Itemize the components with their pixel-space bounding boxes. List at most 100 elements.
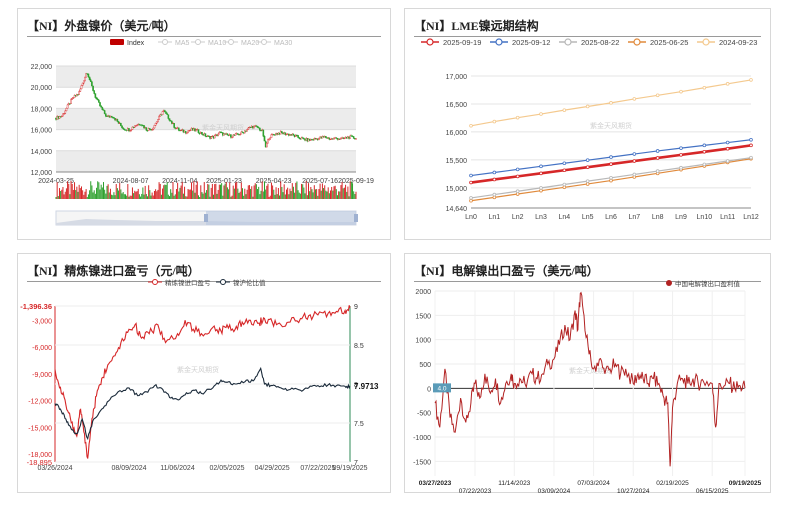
volume-bar [82, 190, 84, 199]
data-point [655, 169, 660, 173]
volume-bar [283, 184, 285, 199]
volume-bar [314, 189, 316, 199]
x-tick-label-bottom: 10/27/2024 [617, 488, 650, 495]
candle-body [197, 129, 200, 133]
electrolytic-nickel-export-panel: 【NI】电解镍出口盈亏（美元/吨） 中国电解镍出口盈利值 -1500 -1000 -5… [404, 253, 771, 495]
volume-bar [60, 191, 62, 199]
candle-body [168, 118, 171, 121]
volume-bar [153, 190, 155, 199]
candle-body [187, 130, 189, 133]
panel-title: 【NI】LME镍远期结构 [414, 19, 539, 33]
x-tick-label: Ln3 [535, 214, 547, 221]
grid-band [56, 150, 356, 172]
volume-bar [157, 189, 159, 199]
legend-label-ma10: MA10 [208, 40, 226, 47]
volume-bar [107, 184, 109, 199]
volume-bar [216, 193, 218, 199]
volume-bar [320, 190, 322, 199]
volume-bar [121, 193, 123, 199]
nickel-foreign-price-panel: 【NI】外盘镍价（美元/吨） Index MA5 MA10 MA20 MA30 12,00… [17, 8, 391, 240]
volume-bar [155, 189, 157, 199]
volume-bar [306, 195, 308, 199]
volume-bar [221, 183, 223, 199]
candle-body [128, 128, 130, 132]
volume-bar [150, 195, 152, 199]
data-point [655, 156, 660, 160]
candle-body [173, 123, 175, 128]
candle-body [210, 136, 213, 139]
right-tick-label: 8 [354, 382, 358, 389]
candle-body [94, 93, 97, 98]
volume-bar [214, 184, 216, 199]
volume-bar [355, 191, 357, 199]
volume-bar [118, 190, 120, 199]
volume-bar [102, 182, 104, 199]
candle-body [204, 133, 207, 137]
volume-bar [305, 181, 307, 199]
volume-bar [79, 188, 81, 199]
legend-label-ma5: MA5 [175, 40, 190, 47]
candle-body [167, 114, 170, 119]
volume-bar [106, 185, 108, 199]
volume-bar [134, 190, 136, 199]
volume-bar [175, 189, 177, 199]
volume-bar [218, 184, 220, 199]
volume-bar [224, 183, 226, 199]
x-tick-label-top: 11/14/2023 [498, 480, 530, 487]
y-tick-label: 0 [427, 386, 431, 393]
y-tick-label: 14,640 [446, 206, 468, 213]
current-value-label: 7.9713 [354, 382, 379, 391]
left-tick-label: -1,396.36 [20, 302, 52, 311]
data-point [562, 168, 567, 173]
left-tick-label: -18,895 [27, 458, 52, 467]
volume-bar [248, 185, 250, 199]
volume-bar [232, 185, 234, 199]
volume-bar [130, 195, 132, 199]
data-point [492, 195, 497, 200]
candle-body [130, 129, 133, 131]
candle-body [297, 135, 299, 138]
legend-label-index: Index [127, 40, 145, 47]
volume-bar [85, 189, 87, 199]
legend-label-2025-08-22: 2025-08-22 [581, 38, 619, 47]
candle-body [72, 97, 75, 99]
candle-body [237, 133, 239, 135]
volume-bar [83, 194, 85, 199]
right-tick-label: 7 [354, 460, 358, 467]
candle-body [121, 125, 123, 128]
volume-bar [145, 194, 147, 199]
candle-body [143, 125, 145, 129]
grid-band [56, 66, 356, 88]
candle-body [99, 102, 101, 107]
volume-bar [186, 196, 188, 199]
candle-body [253, 125, 255, 129]
x-tick-label: 2025-04-23 [256, 178, 292, 185]
x-tick-label: Ln2 [512, 214, 524, 221]
candle-body [93, 90, 96, 94]
volume-bar [203, 182, 205, 199]
legend-swatch-index [110, 39, 124, 45]
volume-bar [231, 195, 233, 199]
candle-body [218, 131, 221, 135]
candle-body [114, 118, 116, 121]
volume-bar [91, 185, 93, 199]
volume-bar [178, 191, 180, 199]
current-value-label: 4.0 [437, 385, 446, 392]
volume-bar [341, 181, 343, 199]
volume-bar [279, 195, 281, 199]
data-point [562, 161, 567, 166]
volume-bar [172, 182, 174, 199]
data-point [609, 178, 613, 183]
candle-body [116, 119, 119, 122]
x-tick-label: Ln10 [697, 214, 713, 221]
x-tick-label: Ln0 [465, 214, 477, 221]
x-tick-label: Ln1 [488, 214, 500, 221]
volume-bar [316, 189, 318, 199]
legend-marker-ma5 [162, 39, 168, 45]
legend-marker-2025-06-25 [633, 38, 641, 46]
candle-body [349, 135, 352, 139]
volume-bar [280, 181, 282, 199]
data-point [539, 171, 543, 176]
volume-bar [76, 186, 78, 199]
volume-bar [275, 187, 277, 199]
